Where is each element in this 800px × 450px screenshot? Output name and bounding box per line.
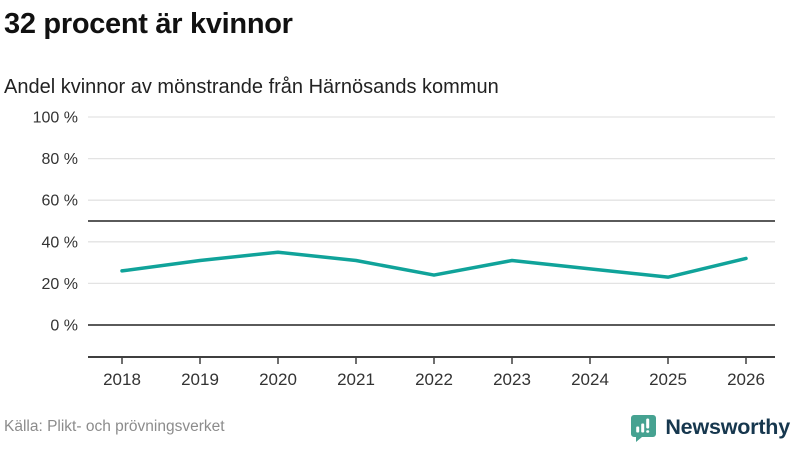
chart-header: 32 procent är kvinnor Andel kvinnor av m… (0, 0, 800, 100)
x-axis-tick-label: 2021 (337, 370, 375, 389)
chart-subtitle: Andel kvinnor av mönstrande från Härnösa… (4, 76, 499, 99)
newsworthy-logo-icon (631, 414, 657, 442)
newsworthy-logo-text: Newsworthy (665, 414, 790, 439)
newsworthy-logo[interactable]: Newsworthy (629, 413, 790, 442)
y-axis-tick-label: 20 % (42, 276, 78, 293)
line-chart: 100 % 80 % 60 % 40 % 20 % 0 % 2018 2019 2020 2021… (33, 110, 775, 389)
x-axis-tick-label: 2025 (649, 370, 687, 389)
y-axis-tick-label: 40 % (42, 234, 78, 251)
y-axis-tick-label: 0 % (50, 318, 78, 335)
x-axis-tick-label: 2024 (571, 370, 609, 389)
data-line-series (120, 250, 748, 279)
y-axis-tick-label: 100 % (33, 110, 78, 127)
chart-title: 32 procent är kvinnor (4, 8, 293, 40)
y-axis-tick-label: 80 % (42, 151, 78, 168)
chart-footer: Källa: Plikt- och prövningsverket Newswo… (0, 410, 800, 444)
x-axis-tick-label: 2019 (181, 370, 219, 389)
x-axis-tick-label: 2020 (259, 370, 297, 389)
x-axis-tick-label: 2026 (727, 370, 765, 389)
y-axis-tick-label: 60 % (42, 193, 78, 210)
source-note: Källa: Plikt- och prövningsverket (4, 418, 225, 435)
x-axis-tick-label: 2022 (415, 370, 453, 389)
x-axis-tick-label: 2023 (493, 370, 531, 389)
x-axis-tick-label: 2018 (103, 370, 141, 389)
